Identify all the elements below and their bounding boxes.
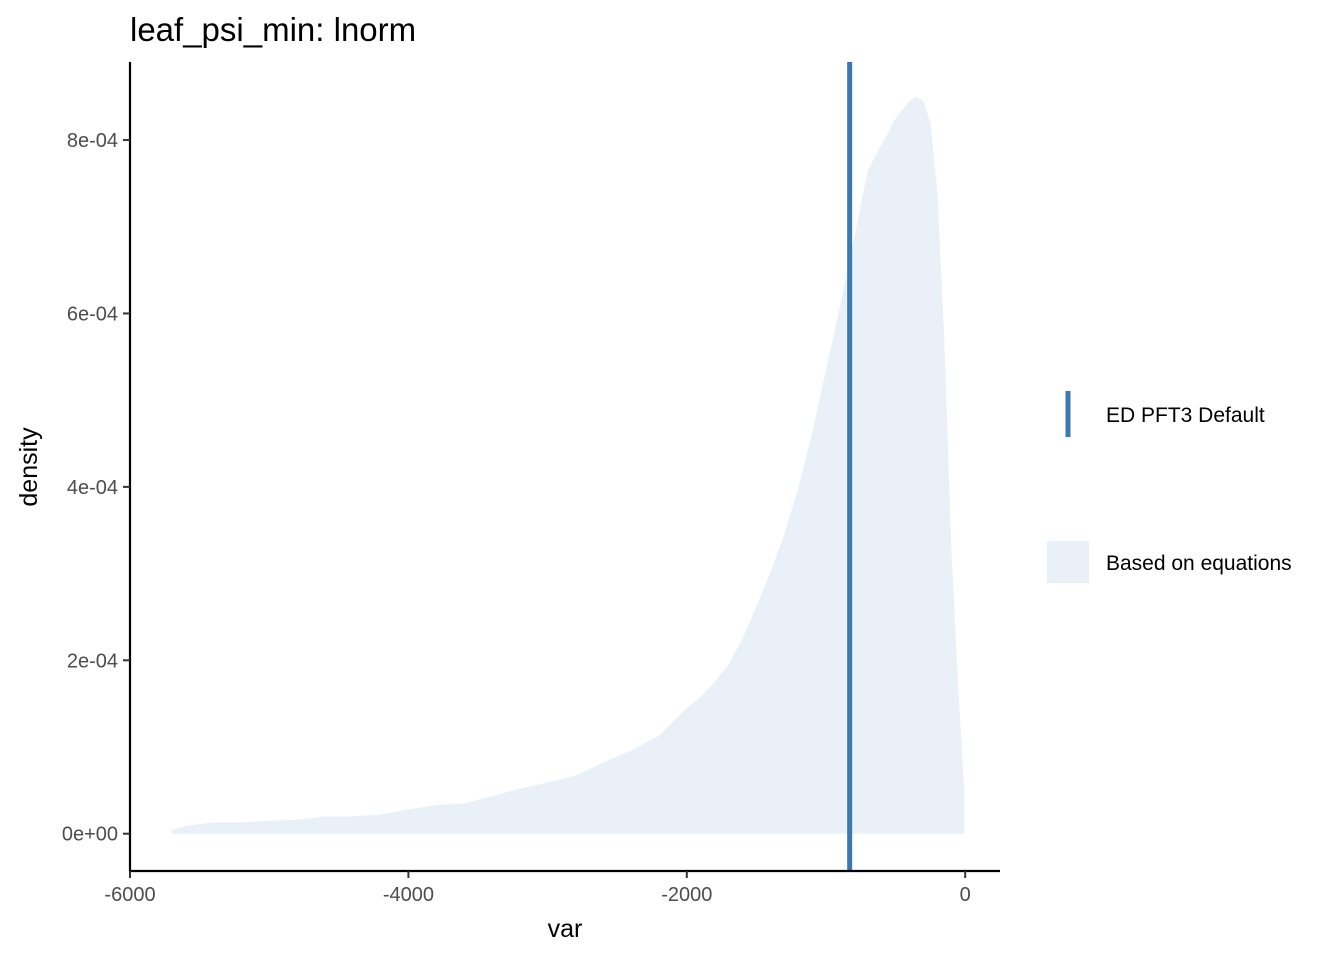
y-tick-label: 8e-04 [67,130,118,152]
y-tick-label: 6e-04 [67,303,118,325]
x-tick-label: 0 [960,884,971,906]
x-axis-title: var [548,915,583,943]
density-area [171,96,965,834]
x-tick-label: -4000 [383,884,434,906]
legend-label-equations: Based on equations [1106,552,1292,575]
x-tick-label: -2000 [661,884,712,906]
y-axis-ticks: 0e+00 2e-04 4e-04 6e-04 8e-04 [62,130,130,846]
x-tick-label: -6000 [104,884,155,906]
chart-title: leaf_psi_min: lnorm [130,11,416,48]
x-axis-ticks: -6000 -4000 -2000 0 [104,871,971,906]
y-axis-title: density [15,427,43,507]
y-tick-label: 2e-04 [67,650,118,672]
legend-key-area [1047,541,1089,583]
plot-area [171,62,965,871]
legend: ED PFT3 Default Based on equations [1047,391,1292,583]
y-tick-label: 4e-04 [67,477,118,499]
legend-label-default: ED PFT3 Default [1106,404,1265,427]
y-tick-label: 0e+00 [62,824,118,846]
